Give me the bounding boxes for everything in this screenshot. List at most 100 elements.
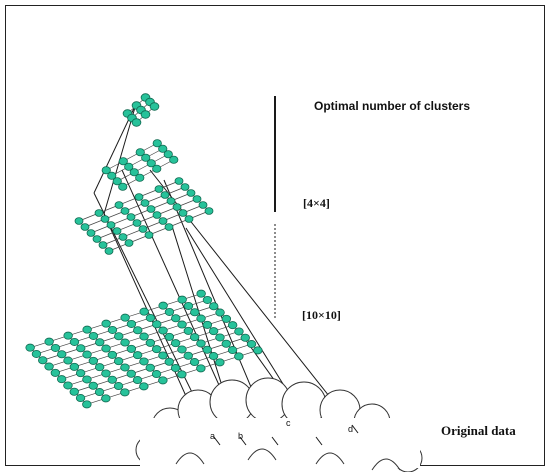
base-lattice-node	[139, 307, 149, 316]
base-lattice-node	[151, 345, 162, 354]
base-lattice-node	[164, 307, 175, 316]
base-lattice-node	[177, 370, 187, 379]
data-point-mark	[213, 436, 221, 446]
base-lattice-node	[132, 351, 143, 360]
data-point-mark	[239, 436, 247, 446]
lower-lattice-node	[94, 209, 104, 217]
lower-lattice-node	[124, 239, 134, 247]
cloud-curl	[315, 452, 345, 465]
lower-lattice-node	[74, 217, 84, 225]
middle-lattice-node	[129, 168, 139, 177]
cloud-body	[140, 418, 420, 468]
lower-lattice-node	[174, 177, 184, 185]
base-lattice-node	[202, 320, 213, 329]
base-lattice-node	[189, 358, 200, 367]
lower-lattice-node	[132, 219, 142, 227]
lower-lattice-node	[140, 199, 150, 207]
base-lattice-node	[202, 345, 212, 354]
data-point-b-label: b	[238, 431, 244, 441]
base-lattice-node	[164, 357, 174, 366]
base-lattice-node	[120, 363, 130, 372]
base-lattice-node	[88, 331, 99, 340]
base-lattice-node	[82, 400, 92, 409]
base-lattice-node	[44, 362, 54, 371]
top-lattice-node	[131, 118, 142, 127]
lower-lattice-node	[184, 215, 194, 223]
middle-lattice-node	[118, 182, 128, 191]
base-lattice-node	[88, 356, 99, 365]
cloud-curl	[175, 452, 205, 465]
base-lattice-node	[38, 356, 48, 365]
lower-lattice-node	[164, 223, 174, 231]
base-lattice-node	[120, 313, 130, 322]
lower-lattice-node	[138, 225, 148, 233]
base-lattice-node	[126, 319, 137, 328]
middle-lattice-node	[158, 144, 168, 153]
lower-lattice-node	[104, 247, 114, 255]
lower-lattice-node	[192, 195, 202, 203]
base-lattice-node	[44, 337, 54, 346]
base-lattice-node	[221, 339, 231, 348]
base-lattice-node	[82, 325, 92, 334]
base-lattice-node	[107, 350, 118, 359]
base-lattice-node	[101, 344, 111, 353]
lower-lattice-node	[154, 185, 164, 193]
middle-lattice-node	[169, 155, 179, 164]
base-lattice-node	[133, 326, 143, 335]
base-lattice-node	[57, 350, 67, 359]
middle-lattice-node	[112, 177, 122, 186]
lower-lattice-node	[112, 227, 122, 235]
middle-lattice-node	[107, 171, 117, 180]
data-point-mark	[351, 424, 359, 434]
base-lattice-node	[120, 338, 130, 347]
cloud-curl	[247, 448, 277, 461]
base-lattice-node	[196, 289, 206, 298]
base-lattice-node	[234, 327, 244, 336]
lower-lattice-node	[118, 233, 128, 241]
base-lattice-node	[152, 320, 162, 329]
lower-lattice-node	[106, 221, 116, 229]
base-lattice-node	[196, 339, 206, 348]
lower-lattice-node	[92, 235, 102, 243]
data-point-mark	[315, 436, 323, 446]
base-lattice-node	[69, 337, 80, 346]
top-lattice-node	[149, 102, 160, 111]
lattice-layers	[25, 93, 263, 409]
base-lattice-node	[196, 314, 206, 323]
original-data-label: Original data	[441, 423, 516, 438]
base-lattice-node	[158, 376, 168, 385]
base-lattice-node	[107, 375, 117, 384]
base-lattice-node	[31, 349, 42, 358]
base-lattice-node	[75, 394, 86, 403]
lower-lattice-node	[80, 223, 90, 231]
lower-lattice-node	[160, 191, 170, 199]
base-lattice-node	[82, 350, 92, 359]
base-lattice-node	[171, 314, 181, 323]
middle-lattice-node	[135, 148, 145, 157]
base-lattice-node	[202, 295, 213, 304]
middle-lattice-node	[152, 139, 162, 148]
lower-lattice-node	[152, 211, 162, 219]
base-lattice-node	[253, 346, 263, 355]
base-lattice-node	[158, 351, 168, 360]
base-lattice-node	[94, 363, 105, 372]
lower-lattice-node	[204, 207, 214, 215]
base-lattice-node	[69, 362, 80, 371]
lower-lattice-node	[120, 207, 130, 215]
base-lattice-node	[139, 382, 149, 391]
base-lattice-node	[177, 320, 187, 329]
base-lattice-node	[69, 387, 79, 396]
middle-lattice-node	[118, 157, 128, 166]
base-lattice-node	[139, 357, 149, 366]
base-lattice-node	[132, 376, 143, 385]
base-lattice-node	[101, 394, 111, 403]
base-lattice-node	[88, 381, 98, 390]
base-lattice-node	[139, 332, 149, 341]
base-lattice-node	[164, 332, 175, 341]
lower-lattice-node	[126, 213, 136, 221]
lower-lattice-node	[180, 183, 190, 191]
base-lattice-node	[113, 382, 124, 391]
data-point-a-label: a	[210, 431, 216, 441]
data-point-c-label: c	[286, 418, 291, 428]
